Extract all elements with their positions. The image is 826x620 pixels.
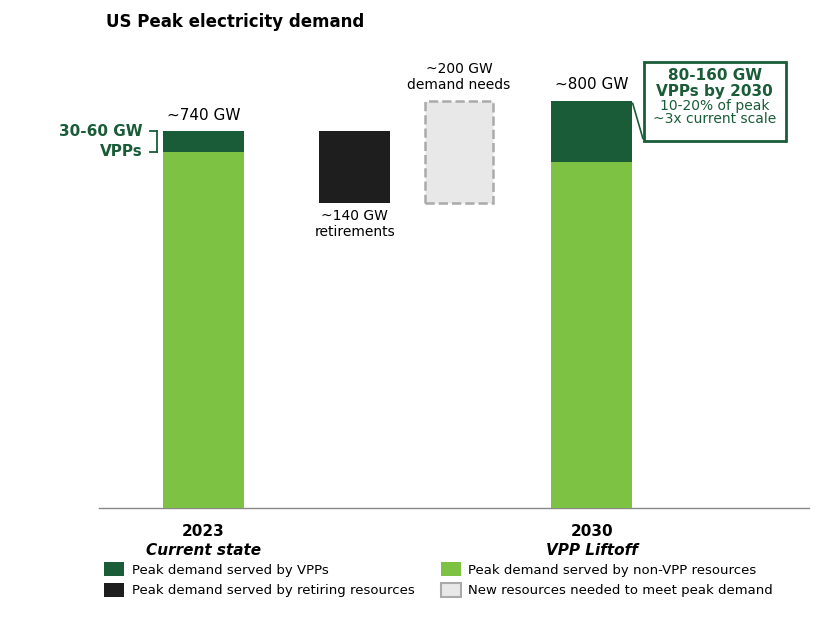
Text: 30-60 GW
VPPs: 30-60 GW VPPs bbox=[59, 124, 142, 159]
Legend: Peak demand served by VPPs, Peak demand served by retiring resources, Peak deman: Peak demand served by VPPs, Peak demand … bbox=[98, 557, 778, 603]
Text: 2030: 2030 bbox=[570, 524, 613, 539]
Text: ~740 GW: ~740 GW bbox=[167, 108, 240, 123]
Text: US Peak electricity demand: US Peak electricity demand bbox=[107, 13, 364, 31]
Text: 2023: 2023 bbox=[182, 524, 225, 539]
Text: VPP Liftoff: VPP Liftoff bbox=[546, 543, 638, 558]
Bar bbox=[163, 131, 244, 151]
Bar bbox=[425, 100, 493, 203]
Text: ~140 GW
retirements: ~140 GW retirements bbox=[315, 209, 395, 239]
Bar bbox=[552, 162, 632, 508]
Text: Current state: Current state bbox=[145, 543, 261, 558]
Bar bbox=[643, 63, 786, 141]
Bar bbox=[552, 100, 632, 162]
Text: ~200 GW
demand needs: ~200 GW demand needs bbox=[407, 62, 510, 92]
Text: VPPs by 2030: VPPs by 2030 bbox=[657, 84, 773, 99]
Bar bbox=[163, 151, 244, 508]
Text: 80-160 GW: 80-160 GW bbox=[667, 68, 762, 84]
Text: ~3x current scale: ~3x current scale bbox=[653, 112, 776, 126]
Text: 10-20% of peak: 10-20% of peak bbox=[660, 99, 770, 113]
Text: ~800 GW: ~800 GW bbox=[555, 78, 629, 92]
Bar bbox=[320, 131, 391, 203]
